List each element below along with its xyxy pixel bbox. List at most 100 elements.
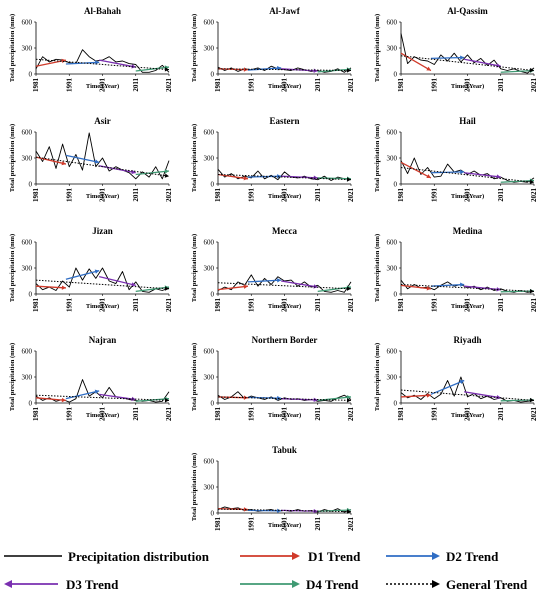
- d4-trend-line: [500, 399, 535, 402]
- d1-trend-arrow: [61, 285, 66, 290]
- precip-line: [35, 267, 170, 293]
- d4-trend-line: [317, 177, 352, 180]
- y-tick-label: 0: [211, 181, 215, 189]
- d1-trend-line: [400, 284, 431, 290]
- y-tick-label: 0: [394, 71, 398, 79]
- x-tick-label: 1981: [397, 407, 405, 422]
- y-tick-label: 600: [22, 239, 33, 247]
- panel-al-qassim: Al-Qassim 0 300 600 1981 1991 2001 2011 2021 Tota…: [374, 6, 538, 92]
- y-tick-label: 600: [204, 129, 215, 137]
- y-axis-label: Total precipitation (mm): [191, 124, 198, 192]
- x-tick-label: 1981: [397, 78, 405, 93]
- y-tick-label: 600: [22, 129, 33, 137]
- panel-medina: Medina 0 300 600 1981 1991 2001 2011 2021 Total p…: [374, 226, 538, 312]
- panel-title: Northern Border: [252, 335, 318, 345]
- d3-trend-arrow: [313, 508, 318, 514]
- x-tick-label: 2011: [497, 407, 505, 421]
- precip-line: [400, 157, 535, 183]
- x-tick-label: 2011: [132, 298, 140, 312]
- x-tick-label: 2011: [314, 188, 322, 202]
- y-tick-label: 300: [204, 45, 215, 53]
- x-tick-label: 1981: [32, 78, 40, 93]
- y-tick-label: 0: [29, 71, 33, 79]
- panel-title: Asir: [94, 116, 111, 126]
- x-axis-label: Time (Year): [451, 83, 484, 90]
- legend-d2-label: D2 Trend: [446, 549, 499, 564]
- y-tick-label: 600: [22, 19, 33, 27]
- y-axis-label: Total precipitation (mm): [9, 343, 16, 411]
- d2-trend-line: [247, 279, 282, 283]
- y-tick-label: 0: [29, 291, 33, 299]
- general-trend-line: [217, 396, 352, 401]
- general-trend-line: [217, 68, 352, 72]
- x-tick-label: 1981: [397, 188, 405, 203]
- d4-trend-line: [135, 286, 170, 293]
- y-axis-label: Total precipitation (mm): [191, 234, 198, 302]
- d3-trend-arrow: [131, 396, 136, 402]
- d3-trend-line: [464, 391, 501, 399]
- x-axis-label: Time (Year): [451, 193, 484, 200]
- x-tick-label: 2021: [347, 298, 355, 313]
- x-tick-label: 2011: [314, 407, 322, 421]
- d1-trend-line: [400, 394, 431, 398]
- general-trend-line: [400, 389, 535, 401]
- precip-line: [35, 49, 170, 73]
- x-tick-label: 2021: [530, 407, 538, 422]
- legend-d4-arrow: [292, 580, 300, 588]
- x-tick-label: 2011: [497, 298, 505, 312]
- y-tick-label: 300: [22, 374, 33, 382]
- d1-trend-line: [35, 397, 66, 402]
- x-tick-label: 2021: [347, 188, 355, 203]
- general-trend-arrow: [346, 286, 351, 291]
- y-tick-label: 600: [387, 239, 398, 247]
- legend-precip-label: Precipitation distribution: [68, 549, 210, 564]
- y-tick-label: 300: [22, 265, 33, 273]
- x-tick-label: 2001: [464, 407, 472, 422]
- y-tick-label: 300: [22, 45, 33, 53]
- y-tick-label: 300: [204, 484, 215, 492]
- panel-title: Eastern: [270, 116, 300, 126]
- x-tick-label: 2011: [497, 78, 505, 92]
- legend: Precipitation distribution D1 Trend D2 T…: [4, 549, 528, 592]
- y-tick-label: 300: [204, 155, 215, 163]
- general-trend-line: [400, 283, 535, 292]
- d4-trend-line: [135, 398, 170, 402]
- x-tick-label: 2001: [464, 188, 472, 203]
- y-axis-label: Total precipitation (mm): [9, 234, 16, 302]
- x-tick-label: 2021: [530, 298, 538, 313]
- d4-trend-line: [317, 68, 352, 73]
- y-axis-label: Total precipitation (mm): [374, 124, 381, 192]
- x-tick-label: 2011: [132, 188, 140, 202]
- y-tick-label: 600: [22, 348, 33, 356]
- legend-d1-label: D1 Trend: [308, 549, 361, 564]
- d1-trend-arrow: [426, 66, 431, 71]
- d1-trend-line: [400, 52, 432, 72]
- d4-trend-line: [500, 179, 535, 183]
- panel-title: Tabuk: [272, 445, 297, 455]
- x-tick-label: 1991: [247, 407, 255, 422]
- legend-item-d1: D1 Trend: [240, 549, 361, 564]
- legend-item-d4: D4 Trend: [240, 577, 359, 592]
- d2-trend-arrow: [94, 389, 100, 394]
- x-tick-label: 2011: [314, 298, 322, 312]
- panel-northern-border: Northern Border 0 300 600 1981 1991 2001 2011 20…: [191, 335, 355, 421]
- y-tick-label: 300: [387, 265, 398, 273]
- panel-title: Riyadh: [453, 335, 481, 345]
- x-tick-label: 1981: [32, 407, 40, 422]
- general-trend-arrow: [346, 68, 351, 73]
- panel-title: Najran: [89, 335, 117, 345]
- d1-trend-arrow: [426, 174, 431, 179]
- d4-trend-line: [317, 286, 352, 293]
- panel-mecca: Mecca 0 300 600 1981 1991 2001 2011 2021 Total pr…: [191, 226, 355, 312]
- x-tick-label: 2021: [165, 407, 173, 422]
- panel-title: Al-Qassim: [447, 6, 488, 16]
- d3-trend-line: [464, 58, 501, 67]
- x-tick-label: 2011: [132, 78, 140, 92]
- x-tick-label: 1991: [65, 78, 73, 93]
- panel-hail: Hail 0 300 600 1981 1991 2001 2011 2021 Total pre…: [374, 116, 538, 202]
- d2-trend-line: [430, 379, 465, 395]
- x-tick-label: 1981: [397, 298, 405, 313]
- y-tick-label: 600: [387, 19, 398, 27]
- general-trend-arrow: [529, 67, 534, 73]
- x-tick-label: 2001: [99, 78, 107, 93]
